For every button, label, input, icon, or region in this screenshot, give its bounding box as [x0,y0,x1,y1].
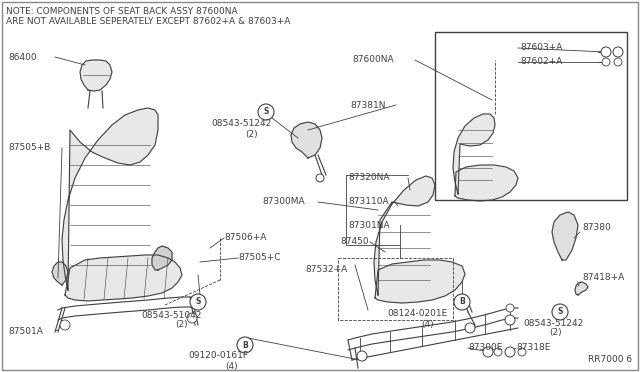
Circle shape [357,351,367,361]
Polygon shape [575,282,588,295]
Polygon shape [291,122,322,158]
Text: 87505+C: 87505+C [238,253,280,263]
Circle shape [465,323,475,333]
Text: 87603+A: 87603+A [520,44,563,52]
Circle shape [483,347,493,357]
Text: ARE NOT AVAILABLE SEPERATELY EXCEPT 87602+A & 87603+A: ARE NOT AVAILABLE SEPERATELY EXCEPT 8760… [6,17,291,26]
Text: (2): (2) [176,321,188,330]
Bar [435,32,627,200]
Text: 87418+A: 87418+A [582,273,624,282]
Circle shape [602,58,610,66]
Text: 09120-0161F: 09120-0161F [188,352,248,360]
Text: 87301NA: 87301NA [348,221,390,230]
Text: (2): (2) [246,129,259,138]
Text: (4): (4) [226,362,238,371]
Polygon shape [152,246,172,270]
Circle shape [505,315,515,325]
Text: B: B [459,298,465,307]
Text: 86400: 86400 [8,52,36,61]
Text: 87506+A: 87506+A [224,234,266,243]
Polygon shape [375,260,465,303]
Bar [338,258,453,320]
Text: NOTE: COMPONENTS OF SEAT BACK ASSY 87600NA: NOTE: COMPONENTS OF SEAT BACK ASSY 87600… [6,7,237,16]
Polygon shape [52,262,68,285]
Text: 87318E: 87318E [516,343,550,353]
Circle shape [506,304,514,312]
Text: (2): (2) [550,328,563,337]
Text: 87532+A: 87532+A [305,266,348,275]
Circle shape [552,304,568,320]
Text: S: S [195,298,201,307]
Text: 87320NA: 87320NA [348,173,390,183]
Text: 87501A: 87501A [8,327,43,337]
Text: S: S [263,108,269,116]
Text: 08543-51042: 08543-51042 [142,311,202,320]
Circle shape [454,294,470,310]
Polygon shape [453,114,495,194]
Circle shape [237,337,253,353]
Circle shape [60,320,70,330]
Text: 87505+B: 87505+B [8,144,51,153]
Text: RR7000 6: RR7000 6 [588,355,632,364]
Polygon shape [80,60,112,91]
Text: 87450: 87450 [340,237,369,247]
Polygon shape [552,212,578,260]
Circle shape [494,348,502,356]
Text: 08543-51242: 08543-51242 [524,318,584,327]
Text: 87602+A: 87602+A [520,58,563,67]
Text: 08543-51242: 08543-51242 [212,119,272,128]
Polygon shape [65,255,182,301]
Circle shape [505,347,515,357]
Circle shape [614,58,622,66]
Text: (4): (4) [422,320,435,328]
Text: 87381N: 87381N [350,100,385,109]
Circle shape [316,174,324,182]
Circle shape [518,348,526,356]
Circle shape [187,313,197,323]
Text: 08124-0201E: 08124-0201E [388,310,448,318]
Polygon shape [455,165,518,201]
Circle shape [258,104,274,120]
Circle shape [601,47,611,57]
Text: 873110A: 873110A [348,198,388,206]
Polygon shape [374,176,435,295]
Text: 87600NA: 87600NA [352,55,394,64]
Circle shape [190,294,206,310]
Circle shape [613,47,623,57]
Text: 87300E: 87300E [468,343,502,353]
Text: 87380: 87380 [582,224,611,232]
Text: 87300MA: 87300MA [262,198,305,206]
Text: S: S [557,308,563,317]
Polygon shape [62,108,158,290]
Text: B: B [242,340,248,350]
